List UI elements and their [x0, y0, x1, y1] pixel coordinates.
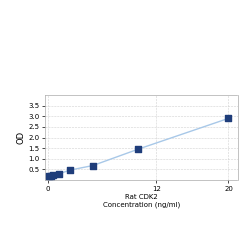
Point [226, 116, 230, 120]
Point [47, 174, 51, 178]
Point [91, 164, 95, 168]
Point [68, 168, 72, 172]
Point [48, 174, 52, 178]
X-axis label: Rat CDK2
Concentration (ng/ml): Rat CDK2 Concentration (ng/ml) [103, 194, 180, 208]
Point [57, 172, 61, 176]
Point [51, 173, 55, 177]
Y-axis label: OD: OD [16, 131, 26, 144]
Point [136, 147, 140, 151]
